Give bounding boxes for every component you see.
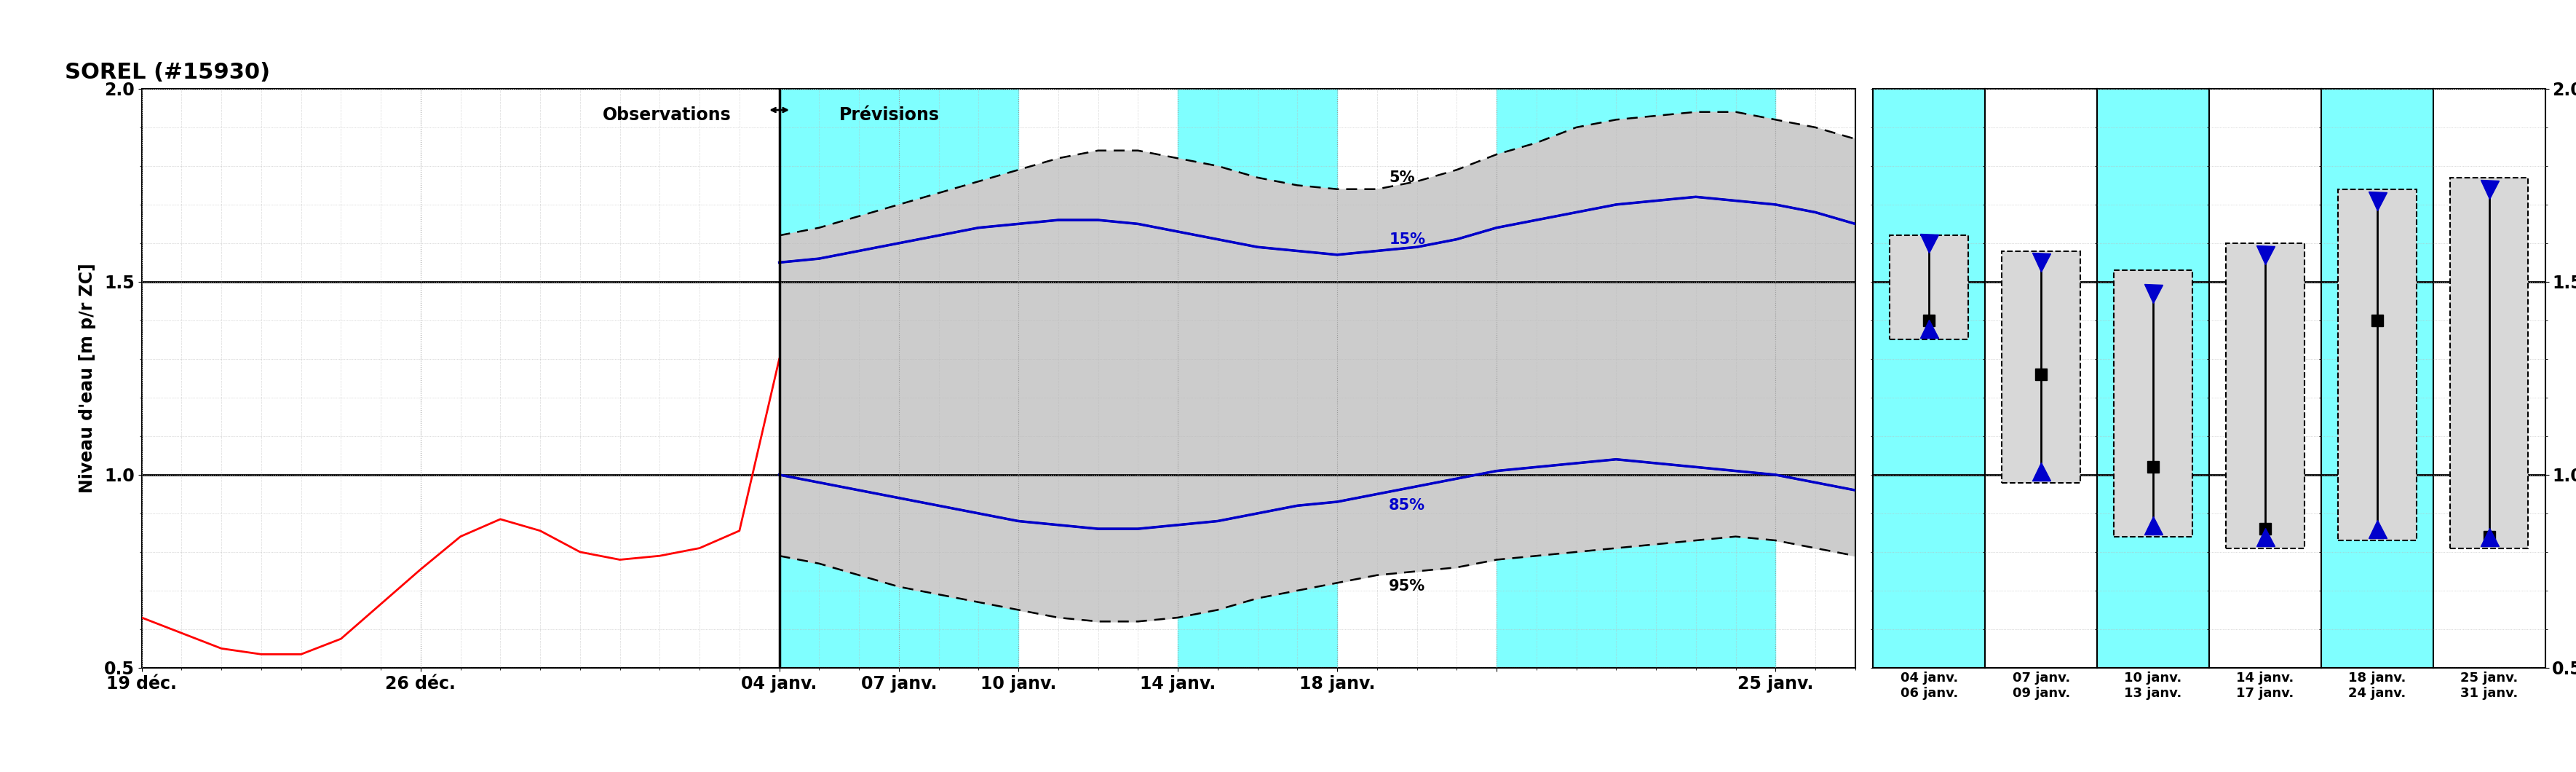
- FancyBboxPatch shape: [2339, 189, 2416, 540]
- X-axis label: 04 janv.
06 janv.: 04 janv. 06 janv.: [1901, 672, 1958, 700]
- FancyBboxPatch shape: [2226, 243, 2306, 548]
- X-axis label: 14 janv.
17 janv.: 14 janv. 17 janv.: [2236, 672, 2295, 700]
- Text: Prévisions: Prévisions: [840, 106, 940, 124]
- X-axis label: 25 janv.
31 janv.: 25 janv. 31 janv.: [2460, 672, 2517, 700]
- Bar: [1497, 89, 1775, 668]
- X-axis label: 07 janv.
09 janv.: 07 janv. 09 janv.: [2012, 672, 2071, 700]
- Text: 15%: 15%: [1388, 232, 1425, 247]
- Bar: [781, 89, 1018, 668]
- Bar: [1177, 89, 1337, 668]
- Text: Observations: Observations: [603, 106, 732, 124]
- X-axis label: 18 janv.
24 janv.: 18 janv. 24 janv.: [2349, 672, 2406, 700]
- FancyBboxPatch shape: [2450, 178, 2527, 548]
- Text: 5%: 5%: [1388, 171, 1414, 185]
- FancyBboxPatch shape: [2115, 270, 2192, 537]
- Text: 95%: 95%: [1388, 579, 1425, 594]
- Text: 85%: 85%: [1388, 498, 1425, 513]
- FancyBboxPatch shape: [2002, 251, 2081, 482]
- Text: SOREL (#15930): SOREL (#15930): [64, 62, 270, 83]
- FancyBboxPatch shape: [1891, 235, 1968, 340]
- Y-axis label: Niveau d'eau [m p/r ZC]: Niveau d'eau [m p/r ZC]: [77, 263, 95, 493]
- X-axis label: 10 janv.
13 janv.: 10 janv. 13 janv.: [2125, 672, 2182, 700]
